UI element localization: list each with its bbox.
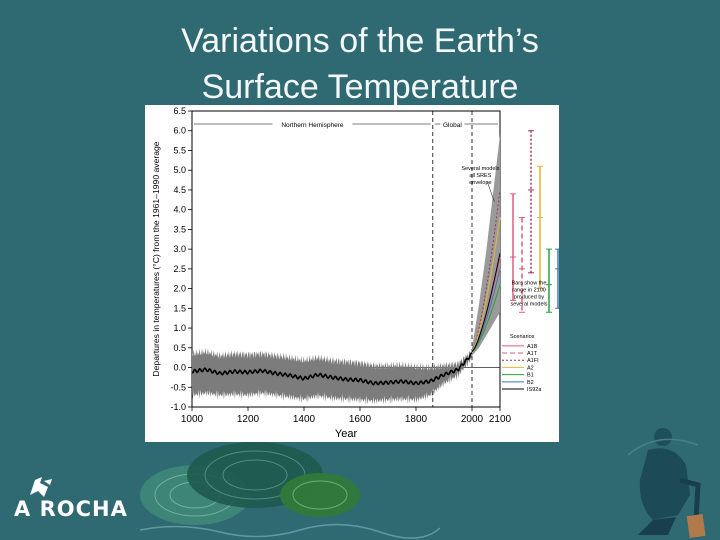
northern-hemisphere-label: Northern Hemisphere (281, 122, 344, 129)
models-note-pointer (487, 181, 495, 202)
bars-note-line: several models (511, 302, 548, 308)
y-tick-label: 3.5 (173, 224, 186, 234)
legend-label: A1T (527, 351, 538, 357)
projection-envelope (472, 134, 500, 356)
y-tick-label: 0.0 (173, 363, 186, 373)
x-tick-label: 1400 (293, 414, 316, 425)
global-label-bg (440, 119, 465, 129)
bars-note-line: range in 2100 (512, 288, 546, 294)
y-tick-label: 5.5 (173, 145, 186, 155)
y-tick-label: -1.0 (170, 402, 186, 412)
y-tick-label: 2.5 (173, 264, 186, 274)
scenario-curve (471, 252, 501, 353)
bars-note-line: Bars show the (512, 281, 547, 287)
scenario-curve (471, 284, 501, 353)
legend-label: B2 (527, 380, 534, 386)
models-note-line: all SRES (469, 173, 491, 179)
decorative-circles (140, 442, 440, 539)
a-rocha-bird-logo (30, 477, 52, 497)
models-note-line: Several models (461, 166, 499, 172)
x-tick-label: 1000 (181, 414, 204, 425)
y-tick-label: 4.0 (173, 205, 186, 215)
mean-temperature-line (191, 352, 473, 386)
chart-panel: 6.5 6.0 5.5 5.0 4.5 4.0 3.5 3.0 2.5 2.0 1.5 1.0 0.5 0… (145, 105, 559, 442)
x-tick-label: 2000 (461, 414, 484, 425)
y-tick-label: 1.5 (173, 303, 186, 313)
slide-title: Variations of the Earth’s Surface Temper… (100, 18, 620, 110)
models-note-line: envelope (469, 180, 491, 186)
scenario-curve (471, 217, 501, 352)
y-axis-label: Departures in temperatures (°C) from the… (151, 141, 161, 376)
y-tick-label: 4.5 (173, 185, 186, 195)
y-tick-label: 0.5 (173, 343, 186, 353)
legend-label: IS92a (527, 387, 542, 393)
y-tick-label: -0.5 (170, 382, 186, 392)
slide-title-line-1: Variations of the Earth’s (181, 22, 539, 60)
y-tick-label: 1.0 (173, 323, 186, 333)
x-tick-label: 1800 (405, 414, 428, 425)
x-axis-label: Year (335, 428, 358, 440)
legend-label: A2 (527, 365, 534, 371)
slide-title-line-2: Surface Temperature (201, 68, 519, 106)
scenario-curve (471, 268, 501, 353)
legend-label: A1FI (527, 358, 539, 364)
legend-label: B1 (527, 373, 534, 379)
legend-title: Scenarios (510, 334, 535, 340)
y-tick-label: 5.0 (173, 165, 186, 175)
temperature-chart: 6.5 6.0 5.5 5.0 4.5 4.0 3.5 3.0 2.5 2.0 1.5 1.0 0.5 0… (151, 106, 559, 440)
x-tick-label: 1600 (349, 414, 372, 425)
y-tick-label: 3.0 (173, 244, 186, 254)
bars-note-line: produced by (514, 295, 545, 301)
kneeling-figure-icon (627, 428, 706, 538)
x-tick-label: 1200 (237, 414, 260, 425)
legend-label: A1B (527, 344, 538, 350)
global-label: Global (443, 122, 462, 129)
logo-text: A ROCHA (14, 497, 128, 521)
northern-label-bg (272, 119, 353, 129)
y-tick-label: 6.5 (173, 106, 186, 116)
y-tick-label: 2.0 (173, 284, 186, 294)
x-tick-label: 2100 (489, 414, 512, 425)
y-tick-label: 6.0 (173, 126, 186, 136)
